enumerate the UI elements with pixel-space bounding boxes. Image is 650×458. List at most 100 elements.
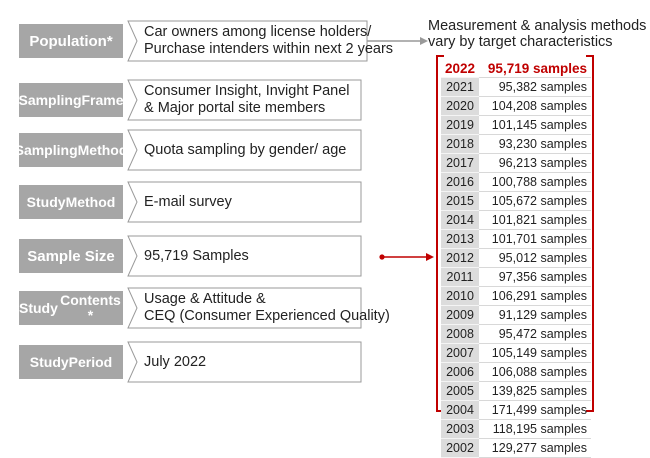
table-row: 2020 104,208 samples [441, 96, 591, 116]
row-label: Sampling Frame [18, 83, 124, 117]
table-row: 2017 96,213 samples [441, 153, 591, 173]
connectors [367, 37, 434, 261]
arrow-outline-shape [127, 129, 362, 171]
methods-note-line-2: vary by target characteristics [428, 34, 613, 50]
row-value: E-mail survey [144, 181, 232, 223]
row-value: Quota sampling by gender/ age [144, 129, 346, 171]
table-row: 2021 95,382 samples [441, 77, 591, 97]
year-cell: 2008 [441, 324, 479, 344]
row-value-box: E-mail survey [127, 181, 362, 223]
year-cell: 2003 [441, 419, 479, 439]
year-cell: 2019 [441, 115, 479, 135]
row-label: Population* [19, 24, 123, 58]
row-value-box: Usage & Attitude & CEQ (Consumer Experien… [127, 287, 390, 329]
table-row: 2010 106,291 samples [441, 286, 591, 306]
row-value-line: Consumer Insight, Invight Panel [144, 83, 350, 99]
row-value-line: Usage & Attitude & [144, 291, 266, 307]
row-label-line: Study [26, 193, 66, 210]
year-cell: 2013 [441, 229, 479, 249]
year-cell: 2018 [441, 134, 479, 154]
arrow-outline-shape [127, 341, 362, 383]
row-value: July 2022 [144, 341, 206, 383]
row-value-line: July 2022 [144, 353, 207, 370]
sample-count-cell: 106,088 samples [479, 362, 591, 382]
sample-size-connector [379, 253, 434, 261]
sample-count-cell: 104,208 samples [479, 96, 591, 116]
sample-count-cell: 101,821 samples [479, 210, 591, 230]
arrow-outline-shape [127, 287, 362, 329]
arrow-outline-shape [127, 181, 362, 223]
table-row: 2015 105,672 samples [441, 191, 591, 211]
sample-count-cell: 118,195 samples [479, 419, 591, 439]
table-row: 2002 129,277 samples [441, 438, 591, 458]
sample-count-cell: 171,499 samples [479, 400, 591, 420]
row-value-box: Consumer Insight, Invight Panel & Major p… [127, 79, 362, 121]
sample-count-cell: 91,129 samples [479, 305, 591, 325]
method-row: Sampling Frame [18, 79, 124, 121]
row-value-box: July 2022 [127, 341, 362, 383]
year-cell: 2014 [441, 210, 479, 230]
table-row: 2009 91,129 samples [441, 305, 591, 325]
table-row: 2006 106,088 samples [441, 362, 591, 382]
table-row: 2018 93,230 samples [441, 134, 591, 154]
sample-count-cell: 101,701 samples [479, 229, 591, 249]
row-label-line: Sampling [18, 91, 82, 108]
sample-count-cell: 139,825 samples [479, 381, 591, 401]
row-value: Usage & Attitude & CEQ (Consumer Experien… [144, 287, 390, 329]
row-label: Study Method [19, 185, 123, 219]
method-row: Study Contents * [19, 287, 123, 329]
method-row: Study Period [19, 341, 123, 383]
row-value-line: Quota sampling by gender/ age [144, 141, 347, 158]
row-label-line: Sampling [14, 141, 78, 158]
arrow-outline-shape [127, 20, 368, 62]
arrow-outline-shape [127, 79, 362, 121]
table-row: 2004 171,499 samples [441, 400, 591, 420]
year-cell: 2017 [441, 153, 479, 173]
row-value-box: Car owners among license holders/Purchas… [127, 20, 393, 62]
year-cell: 2006 [441, 362, 479, 382]
year-cell: 2022 [441, 59, 479, 78]
row-value-box: Quota sampling by gender/ age [127, 129, 362, 171]
year-cell: 2011 [441, 267, 479, 287]
table-row: 2008 95,472 samples [441, 324, 591, 344]
table-row: 2005 139,825 samples [441, 381, 591, 401]
methods-note: Measurement & analysis methods vary by t… [428, 18, 646, 50]
sample-count-cell: 95,719 samples [479, 59, 591, 78]
row-value-line: Car owners among license holders/ [144, 24, 372, 40]
table-row: 2022 95,719 samples [441, 59, 591, 78]
sample-count-cell: 96,213 samples [479, 153, 591, 173]
method-row: Sampling Method [15, 129, 127, 171]
row-label-line: Period [68, 353, 113, 370]
row-label-line: Method [65, 193, 116, 210]
table-row: 2007 105,149 samples [441, 343, 591, 363]
row-value-line: CEQ (Consumer Experienced Quality) [144, 308, 390, 324]
row-label-line: Study [19, 299, 58, 316]
year-cell: 2015 [441, 191, 479, 211]
sample-count-cell: 105,672 samples [479, 191, 591, 211]
row-label: Study Period [19, 345, 123, 379]
row-value-line: 95,719 Samples [144, 247, 249, 264]
year-cell: 2005 [441, 381, 479, 401]
year-cell: 2004 [441, 400, 479, 420]
row-value-line: Purchase intenders within next 2 years [144, 41, 394, 57]
population-connector [367, 37, 428, 45]
year-cell: 2002 [441, 438, 479, 458]
table-row: 2019 101,145 samples [441, 115, 591, 135]
method-row: Sample Size [19, 235, 123, 277]
row-label-line: Method [77, 141, 128, 158]
year-cell: 2007 [441, 343, 479, 363]
method-row: Population* [19, 20, 123, 62]
sample-count-cell: 95,012 samples [479, 248, 591, 268]
sample-count-cell: 106,291 samples [479, 286, 591, 306]
row-label-line: Frame [81, 91, 124, 108]
year-cell: 2021 [441, 77, 479, 97]
row-value: Consumer Insight, Invight Panel & Major p… [144, 79, 350, 121]
row-label-line: Contents * [60, 292, 121, 323]
year-cell: 2012 [441, 248, 479, 268]
methods-note-line-1: Measurement & analysis methods [428, 18, 647, 34]
table-row: 2003 118,195 samples [441, 419, 591, 439]
sample-count-cell: 101,145 samples [479, 115, 591, 135]
method-row: Study Method [19, 181, 123, 223]
row-label: Sampling Method [15, 133, 127, 167]
arrow-outline-shape [127, 235, 362, 277]
